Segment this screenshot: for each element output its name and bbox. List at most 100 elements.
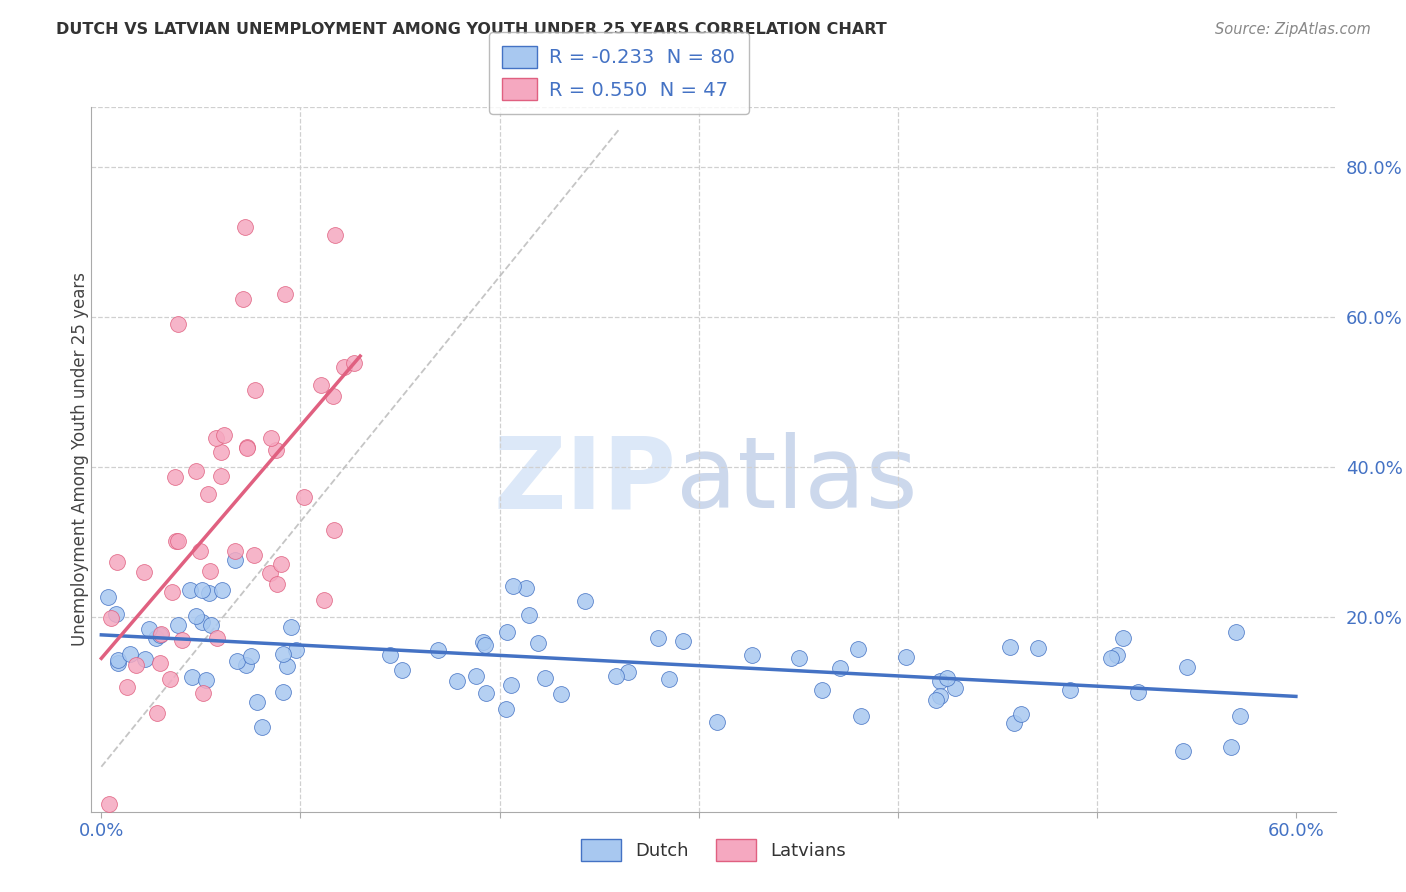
Point	[205, 431, 228, 445]
Point	[928, 689, 950, 703]
Point	[517, 608, 540, 623]
Text: ZIP: ZIP	[494, 432, 676, 529]
Point	[706, 714, 728, 729]
Point	[197, 487, 219, 501]
Point	[211, 582, 233, 597]
Point	[515, 581, 537, 595]
Point	[1059, 683, 1081, 698]
Point	[550, 687, 572, 701]
Point	[271, 648, 294, 662]
Point	[945, 681, 967, 695]
Point	[243, 383, 266, 397]
Point	[212, 428, 235, 442]
Point	[280, 619, 302, 633]
Point	[292, 490, 315, 504]
Point	[266, 577, 288, 591]
Point	[205, 631, 228, 645]
Point	[179, 583, 201, 598]
Point	[145, 631, 167, 645]
Point	[270, 557, 292, 571]
Point	[1112, 631, 1135, 645]
Point	[787, 651, 810, 665]
Point	[849, 709, 872, 723]
Point	[499, 678, 522, 692]
Point	[533, 671, 555, 685]
Point	[149, 656, 172, 670]
Point	[309, 378, 332, 392]
Point	[243, 548, 266, 562]
Point	[276, 659, 298, 673]
Point	[250, 720, 273, 734]
Point	[184, 609, 207, 624]
Point	[209, 445, 232, 459]
Point	[1173, 744, 1195, 758]
Point	[165, 534, 187, 549]
Point	[1219, 740, 1241, 755]
Point	[235, 441, 257, 455]
Point	[474, 639, 496, 653]
Point	[616, 665, 638, 680]
Point	[1004, 715, 1026, 730]
Point	[672, 634, 695, 648]
Point	[495, 702, 517, 716]
Point	[1026, 640, 1049, 655]
Point	[198, 586, 221, 600]
Point	[391, 663, 413, 677]
Point	[198, 565, 221, 579]
Point	[105, 607, 128, 621]
Point	[124, 657, 146, 672]
Point	[925, 693, 948, 707]
Point	[246, 695, 269, 709]
Point	[260, 431, 283, 445]
Point	[191, 583, 214, 598]
Point	[236, 440, 259, 454]
Point	[475, 686, 498, 700]
Point	[343, 356, 366, 370]
Point	[107, 657, 129, 671]
Point	[446, 673, 468, 688]
Point	[259, 566, 281, 581]
Point	[195, 673, 218, 688]
Point	[167, 318, 190, 332]
Point	[105, 555, 128, 569]
Text: DUTCH VS LATVIAN UNEMPLOYMENT AMONG YOUTH UNDER 25 YEARS CORRELATION CHART: DUTCH VS LATVIAN UNEMPLOYMENT AMONG YOUT…	[56, 22, 887, 37]
Point	[162, 585, 184, 599]
Point	[471, 634, 494, 648]
Point	[1229, 709, 1251, 723]
Point	[285, 642, 308, 657]
Point	[159, 672, 181, 686]
Point	[846, 642, 869, 657]
Point	[894, 650, 917, 665]
Point	[1225, 625, 1247, 640]
Point	[235, 657, 257, 672]
Point	[928, 674, 950, 689]
Point	[167, 618, 190, 632]
Point	[264, 442, 287, 457]
Point	[527, 636, 550, 650]
Point	[150, 627, 173, 641]
Point	[100, 611, 122, 625]
Point	[233, 219, 256, 234]
Point	[314, 592, 336, 607]
Point	[658, 672, 681, 686]
Point	[380, 648, 402, 662]
Point	[1175, 660, 1198, 674]
Text: atlas: atlas	[676, 432, 918, 529]
Legend: R = -0.233  N = 80, R = 0.550  N = 47: R = -0.233 N = 80, R = 0.550 N = 47	[489, 32, 748, 114]
Point	[167, 534, 190, 549]
Point	[323, 227, 346, 242]
Point	[132, 566, 155, 580]
Point	[226, 654, 249, 668]
Point	[98, 797, 121, 812]
Point	[107, 652, 129, 666]
Y-axis label: Unemployment Among Youth under 25 years: Unemployment Among Youth under 25 years	[72, 272, 89, 647]
Point	[426, 643, 449, 657]
Point	[465, 669, 488, 683]
Point	[240, 648, 263, 663]
Point	[502, 579, 524, 593]
Point	[232, 292, 254, 306]
Point	[191, 615, 214, 629]
Point	[138, 622, 160, 636]
Point	[1099, 651, 1122, 665]
Point	[115, 680, 138, 694]
